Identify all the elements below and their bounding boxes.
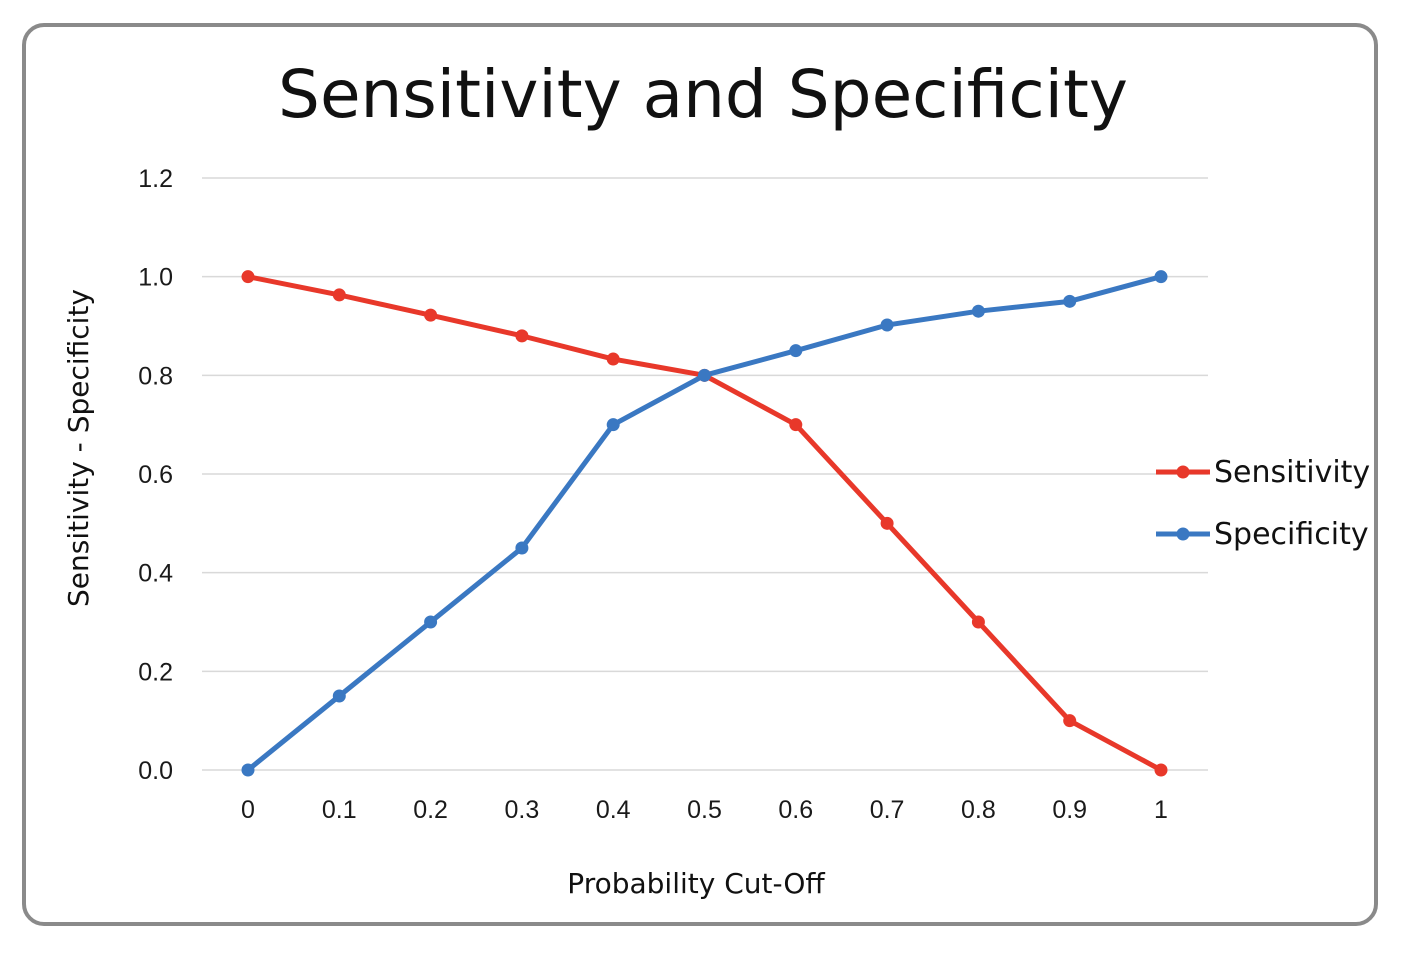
data-point-specificity [698, 368, 711, 382]
data-point-sensitivity [971, 615, 985, 629]
y-tick-label: 0.8 [138, 362, 173, 390]
data-point-specificity [971, 304, 985, 318]
x-tick-label: 0.8 [961, 796, 996, 824]
x-tick-label: 0.9 [1052, 796, 1087, 824]
series-lines [245, 274, 1164, 773]
legend-item-specificity: Specificity [1156, 517, 1369, 552]
y-tick-label: 1.0 [138, 264, 173, 292]
legend-swatch-marker [1176, 465, 1190, 479]
x-tick-label: 0.3 [505, 796, 540, 824]
x-tick-label: 0.6 [778, 796, 813, 824]
x-tick-label: 0 [241, 796, 255, 824]
data-point-sensitivity [606, 352, 620, 366]
data-point-sensitivity [1063, 714, 1077, 728]
y-axis-label: Sensitivity - Specificity [62, 289, 95, 607]
x-tick-label: 0.1 [322, 796, 357, 824]
legend: Sensitivity Specificity [1156, 455, 1370, 552]
y-tick-labels: 0.0 0.2 0.4 0.6 0.8 1.0 1.2 [138, 165, 173, 785]
y-tick-label: 0.0 [138, 757, 173, 785]
data-point-sensitivity [880, 516, 894, 530]
data-point-specificity [241, 763, 255, 777]
x-tick-label: 0.2 [413, 796, 448, 824]
data-point-specificity [1154, 270, 1168, 284]
data-point-specificity [1063, 294, 1077, 308]
y-tick-label: 0.6 [138, 461, 173, 489]
x-tick-label: 0.7 [870, 796, 905, 824]
x-tick-label: 0.5 [687, 796, 722, 824]
data-point-sensitivity [332, 288, 346, 302]
data-point-specificity [515, 541, 529, 555]
legend-label: Sensitivity [1214, 455, 1370, 490]
x-tick-label: 0.4 [596, 796, 631, 824]
series-line-specificity [245, 274, 1164, 773]
series-points [241, 270, 1168, 777]
data-point-sensitivity [424, 308, 438, 322]
data-point-specificity [880, 318, 894, 332]
legend-label: Specificity [1214, 517, 1369, 552]
data-point-specificity [606, 418, 620, 432]
data-point-sensitivity [515, 329, 529, 343]
y-tick-label: 1.2 [138, 165, 173, 193]
y-tick-label: 0.4 [138, 560, 173, 588]
legend-swatch-marker [1176, 527, 1190, 541]
x-tick-labels: 0 0.1 0.2 0.3 0.4 0.5 0.6 0.7 0.8 0.9 1 [241, 796, 1168, 824]
chart-title: Sensitivity and Specificity [278, 56, 1128, 133]
y-tick-label: 0.2 [138, 658, 173, 686]
x-axis-label: Probability Cut-Off [567, 867, 825, 900]
data-point-specificity [789, 344, 803, 358]
legend-item-sensitivity: Sensitivity [1156, 455, 1370, 490]
x-tick-label: 1 [1154, 796, 1168, 824]
data-point-specificity [332, 689, 346, 703]
data-point-sensitivity [241, 270, 255, 284]
data-point-specificity [424, 615, 438, 629]
series-line-sensitivity [245, 274, 1164, 773]
data-point-sensitivity [1154, 763, 1168, 777]
gridlines [202, 177, 1208, 771]
data-point-sensitivity [789, 418, 803, 432]
